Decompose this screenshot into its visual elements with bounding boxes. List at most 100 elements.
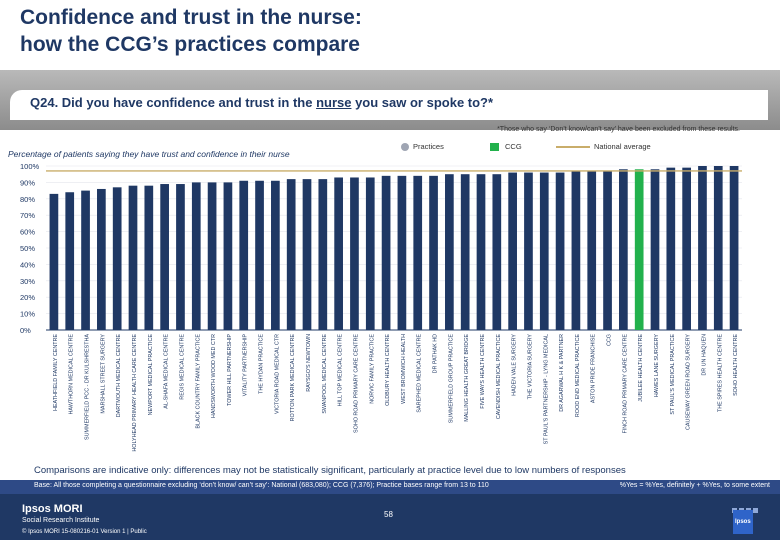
practice-bar	[176, 184, 185, 330]
brand-subtitle: Social Research Institute	[22, 517, 100, 524]
practice-bar	[334, 177, 343, 330]
practice-bar	[508, 172, 517, 330]
footer-bar	[0, 494, 780, 540]
x-category-label: DR AGARWAL H K & PARTNER	[559, 334, 565, 412]
x-category-label: NORVIC FAMILY PRACTICE	[369, 334, 375, 404]
practice-bar	[524, 172, 533, 330]
y-tick-label: 30%	[20, 277, 35, 286]
practice-bar	[539, 172, 549, 330]
legend-ccg-swatch	[490, 143, 499, 152]
practice-bar	[698, 166, 707, 330]
x-category-label: OLDBURY HEALTH CENTRE	[385, 334, 391, 406]
exclusion-footnote: *Those who say ‘Don’t know/can’t say’ ha…	[497, 126, 740, 133]
y-tick-label: 70%	[20, 211, 35, 220]
legend-ccg-label: CCG	[505, 142, 522, 151]
x-category-label: HADEN VALE SURGERY	[512, 334, 518, 396]
x-category-label: ROOD END MEDICAL PRACTICE	[575, 334, 581, 417]
x-category-label: FIVE WAYS HEALTH CENTRE	[480, 334, 486, 409]
y-tick-label: 40%	[20, 260, 35, 269]
title-banner: Confidence and trust in the nurse: how t…	[0, 0, 780, 70]
question-box	[10, 90, 768, 120]
comparisons-note: Comparisons are indicative only: differe…	[34, 465, 626, 476]
x-category-label: VICTORIA ROAD MEDICAL CTR	[274, 334, 280, 414]
ccg-bar	[634, 169, 644, 330]
practice-bar	[682, 167, 691, 330]
practice-bar	[365, 177, 375, 330]
x-category-label: THE VICTORIA SURGERY	[527, 334, 533, 400]
x-category-label: ST PAUL'S MEDICAL PRACTICE	[670, 334, 676, 415]
x-category-label: HOLYHEAD PRIMARY HEALTH CARE CENTRE	[132, 334, 138, 452]
brand-name: Ipsos MORI	[22, 503, 83, 515]
x-category-label: SWANPOOL MEDICAL CENTRE	[322, 334, 328, 414]
x-category-label: DR PATHAK HD	[433, 334, 439, 373]
youtube-icon[interactable]	[753, 508, 758, 513]
x-category-label: REGIS MEDICAL CENTRE	[179, 334, 185, 400]
practice-bar	[128, 185, 138, 330]
x-category-label: WEST BROMWICH HEALTH	[401, 334, 407, 404]
x-category-label: JUBILEE HEALTH CENTRE	[638, 334, 644, 402]
legend-national-label: National average	[594, 142, 651, 151]
practice-bar	[65, 192, 75, 330]
practice-bar	[97, 188, 106, 330]
x-category-label: VITALITY PARTNERSHIP	[243, 334, 249, 397]
x-category-label: SOHO ROAD PRIMARY CARE CENTRE	[353, 334, 359, 433]
x-category-label: SUMMERFIELD GROUP PRACTICE	[448, 334, 454, 424]
legend-practices-swatch	[401, 143, 409, 152]
x-category-label: NEWPORT MEDICAL PRACTICE	[148, 334, 154, 416]
ipsos-logo: Ipsos	[733, 510, 753, 534]
practice-bar	[713, 166, 723, 330]
practice-bar	[239, 180, 249, 330]
y-tick-label: 0%	[20, 326, 31, 335]
x-category-label: SAREPHED MEDICAL CENTRE	[417, 334, 423, 413]
practice-bar	[381, 175, 391, 330]
x-category-label: SUMMERFIELD PCC - DR KULSHRESTHA	[85, 334, 91, 440]
x-category-label: MARSHALL STREET SURGERY	[100, 334, 106, 414]
practice-bar	[81, 190, 90, 330]
y-axis-label: Percentage of patients saying they have …	[8, 149, 290, 159]
legend-ccg: CCG	[490, 142, 522, 152]
practice-bar	[112, 187, 122, 330]
practice-bar	[445, 174, 454, 330]
practice-bar	[666, 167, 676, 330]
y-tick-label: 100%	[20, 162, 40, 171]
x-category-label: TOWER HILL PARTNERSHIP	[227, 334, 233, 406]
x-category-label: THE HYDAN PRACTICE	[259, 334, 265, 394]
legend-national-swatch	[556, 146, 590, 149]
practice-bar	[350, 177, 359, 330]
x-category-label: ROTTON PARK MEDICAL CENTRE	[290, 334, 296, 422]
practice-bar	[223, 182, 233, 330]
practice-bar	[492, 174, 502, 330]
y-tick-label: 90%	[20, 178, 35, 187]
x-category-label: HAWES LANE SURGERY	[654, 334, 660, 398]
practice-bar	[191, 182, 201, 330]
x-category-label: CAVENDISH MEDICAL PRACTICE	[496, 334, 502, 419]
practice-bar	[207, 182, 217, 330]
practice-bar	[397, 175, 407, 330]
practice-bar	[587, 170, 597, 330]
base-text: Base: All those completing a questionnai…	[34, 482, 489, 489]
practice-bar	[144, 185, 154, 330]
y-tick-label: 80%	[20, 195, 35, 204]
x-category-label: THE SPIRES HEALTH CENTRE	[717, 334, 723, 412]
practice-bar	[271, 180, 280, 330]
practice-bar	[286, 179, 296, 330]
question-band	[0, 70, 780, 130]
practice-bar	[729, 166, 739, 330]
x-category-label: BLACK COUNTRY FAMILY PRACTICE	[195, 334, 201, 429]
copyright-text: © Ipsos MORI 15-080216-01 Version 1 | Pu…	[22, 529, 147, 535]
page-title: Confidence and trust in the nurse: how t…	[20, 4, 362, 58]
ipsos-logo-text: Ipsos	[735, 519, 751, 525]
practice-bar	[476, 174, 486, 330]
legend-practices-label: Practices	[413, 142, 444, 151]
practice-bar	[429, 175, 438, 330]
x-category-label: FINCH ROAD PRIMARY CARE CENTRE	[622, 334, 628, 434]
x-category-label: CCG	[607, 334, 613, 346]
practice-bar	[571, 170, 581, 330]
y-tick-label: 50%	[20, 244, 35, 253]
question-underlined: nurse	[316, 95, 352, 110]
x-category-label: DARTMOUTH MEDICAL CENTRE	[116, 334, 122, 418]
title-line-2: how the CCG’s practices compare	[20, 33, 360, 56]
footer-icons	[732, 500, 766, 513]
legend-national: National average	[556, 142, 651, 151]
practice-bar	[413, 175, 423, 330]
